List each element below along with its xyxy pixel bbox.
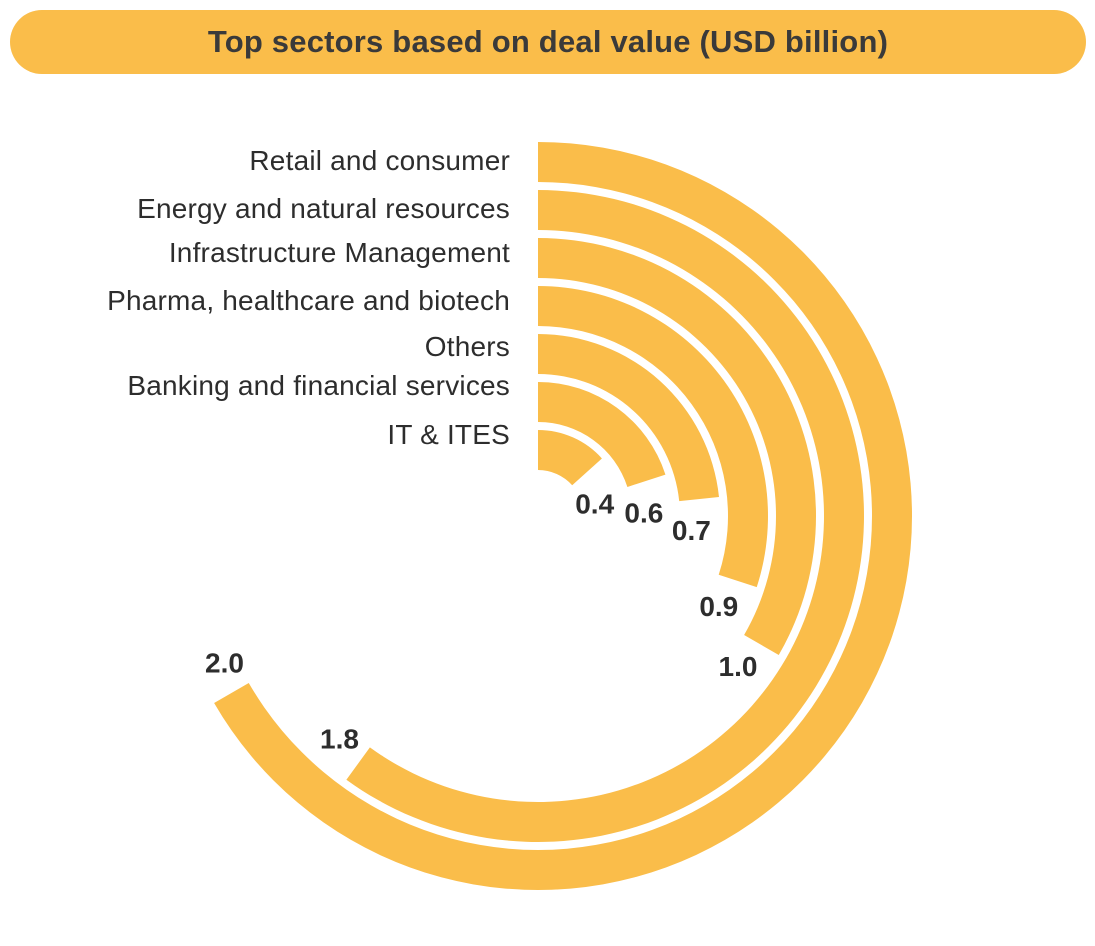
category-label-retail-and-consumer: Retail and consumer	[249, 145, 510, 176]
value-label-retail-and-consumer: 2.0	[205, 647, 244, 678]
bar-arc-pharma-healthcare-and-biotech	[538, 286, 768, 588]
bar-arc-others	[538, 334, 719, 502]
bar-arc-banking-and-financial-services	[538, 382, 666, 487]
value-label-energy-and-natural-resources: 1.8	[320, 723, 359, 754]
bar-arc-infrastructure-management	[538, 237, 817, 655]
value-label-it-ites: 0.4	[575, 489, 614, 520]
category-label-it-ites: IT & ITES	[387, 419, 510, 450]
chart-title: Top sectors based on deal value (USD bil…	[207, 24, 889, 59]
chart-title-banner: Top sectors based on deal value (USD bil…	[10, 10, 1086, 74]
category-label-pharma-healthcare-and-biotech: Pharma, healthcare and biotech	[107, 285, 510, 316]
category-label-banking-and-financial-services: Banking and financial services	[127, 370, 510, 401]
bar-arc-energy-and-natural-resources	[346, 190, 864, 842]
value-label-banking-and-financial-services: 0.6	[624, 498, 663, 529]
category-label-infrastructure-management: Infrastructure Management	[169, 237, 510, 268]
value-label-infrastructure-management: 1.0	[719, 651, 758, 682]
value-label-pharma-healthcare-and-biotech: 0.9	[699, 591, 738, 622]
bar-arc-it-ites	[538, 430, 602, 486]
category-label-others: Others	[425, 331, 510, 362]
value-label-others: 0.7	[672, 515, 711, 546]
category-label-energy-and-natural-resources: Energy and natural resources	[137, 193, 510, 224]
